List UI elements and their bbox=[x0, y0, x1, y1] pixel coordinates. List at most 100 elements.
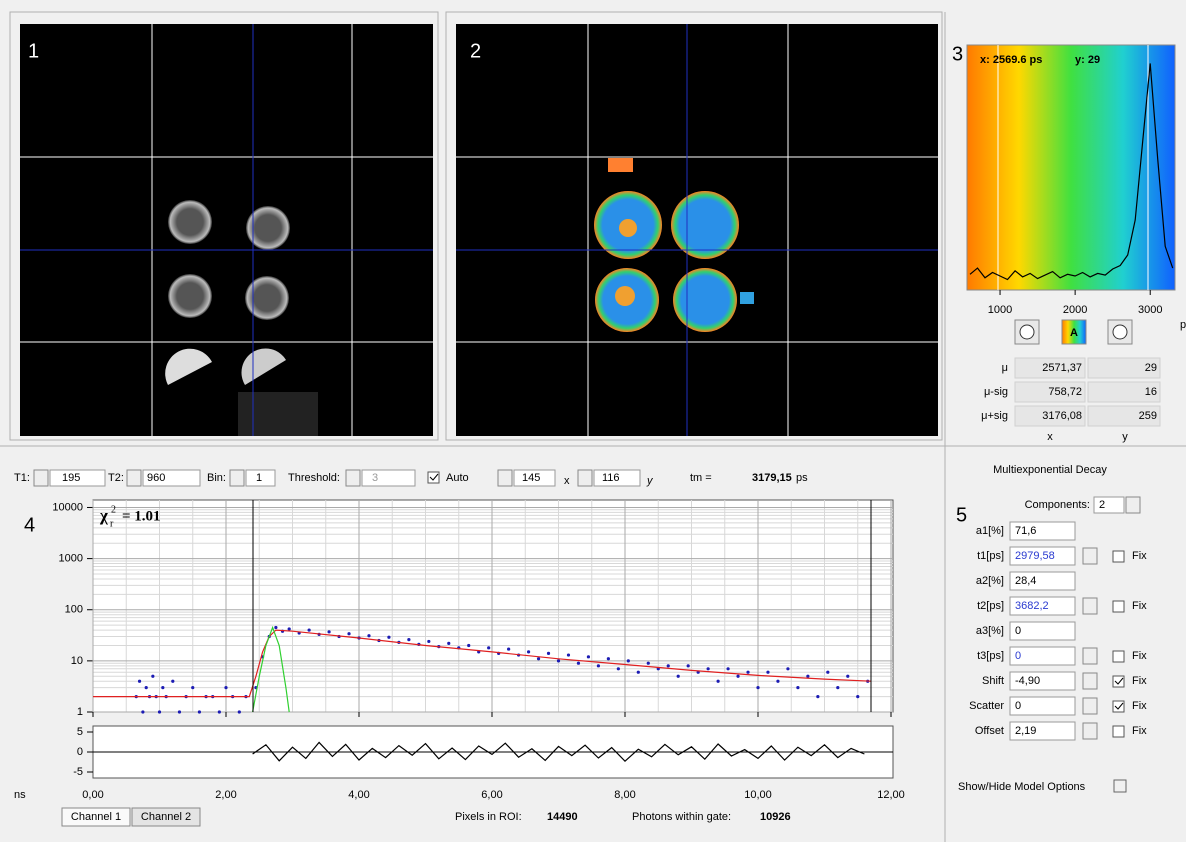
label: Components: bbox=[1025, 499, 1090, 511]
x-tick-label: 1000 bbox=[988, 304, 1012, 316]
data-point bbox=[536, 657, 541, 661]
data-line bbox=[252, 741, 865, 763]
data-point bbox=[846, 674, 850, 678]
input[interactable] bbox=[245, 469, 276, 487]
spinner[interactable] bbox=[497, 469, 513, 487]
spinner[interactable] bbox=[126, 469, 142, 487]
y-tick-label: 10000 bbox=[52, 501, 83, 513]
param-label: a1[%] bbox=[976, 525, 1004, 537]
spinner[interactable] bbox=[229, 469, 245, 487]
data-point bbox=[546, 651, 551, 655]
data-point bbox=[596, 664, 601, 668]
input[interactable] bbox=[142, 469, 201, 487]
spinner[interactable] bbox=[1125, 496, 1141, 514]
x-tick-label: 0,00 bbox=[82, 789, 103, 801]
param-input[interactable] bbox=[1009, 696, 1076, 716]
stat-cell bbox=[1087, 405, 1161, 427]
spinner[interactable] bbox=[1082, 547, 1098, 565]
panel-label: 3 bbox=[952, 43, 963, 65]
input[interactable] bbox=[361, 469, 416, 487]
checkbox[interactable] bbox=[1112, 550, 1125, 563]
data-point bbox=[636, 670, 640, 674]
param-value: -4,90 bbox=[1015, 675, 1040, 687]
data-point bbox=[666, 664, 670, 668]
tm-value: 3179,15 bbox=[752, 472, 792, 484]
fix-label: Fix bbox=[1132, 650, 1147, 662]
param-input[interactable] bbox=[1009, 596, 1076, 616]
input[interactable] bbox=[513, 469, 556, 487]
stat-value: 2571,37 bbox=[1042, 362, 1082, 374]
spinner[interactable] bbox=[1082, 697, 1098, 715]
stat-cell bbox=[1087, 381, 1161, 403]
y-tick-label: -5 bbox=[73, 766, 83, 778]
data-point bbox=[487, 646, 491, 650]
stat-value: 259 bbox=[1139, 410, 1157, 422]
spinner[interactable] bbox=[1082, 722, 1098, 740]
label: T2: bbox=[108, 472, 124, 484]
label: ps bbox=[796, 472, 808, 484]
spinner[interactable] bbox=[1082, 672, 1098, 690]
data-point bbox=[736, 674, 740, 678]
input[interactable] bbox=[49, 469, 106, 487]
checkbox[interactable] bbox=[1112, 725, 1125, 738]
param-input[interactable] bbox=[1009, 521, 1076, 541]
stat-value: 758,72 bbox=[1048, 386, 1082, 398]
input[interactable] bbox=[1093, 496, 1125, 514]
data-point bbox=[387, 635, 391, 639]
checkbox[interactable] bbox=[427, 471, 440, 484]
spinner[interactable] bbox=[1082, 597, 1098, 615]
stat-cell bbox=[1014, 381, 1086, 403]
tab[interactable] bbox=[131, 807, 201, 827]
x-tick-label: 2,00 bbox=[215, 789, 236, 801]
spinner[interactable] bbox=[577, 469, 593, 487]
checkbox[interactable] bbox=[1112, 700, 1125, 713]
data-point bbox=[586, 655, 591, 659]
zoom-buttons[interactable]: A bbox=[1014, 319, 1133, 345]
options-button[interactable] bbox=[1113, 779, 1127, 793]
data-point bbox=[217, 710, 221, 714]
panel-label: 4 bbox=[24, 514, 35, 536]
checkbox[interactable] bbox=[1112, 675, 1125, 688]
stat-value: 16 bbox=[1145, 386, 1157, 398]
data-point bbox=[566, 653, 571, 657]
data-point bbox=[796, 686, 800, 690]
label: tm = bbox=[690, 472, 712, 484]
checkbox[interactable] bbox=[1112, 650, 1125, 663]
chi-square: χ r 2 = 1.01 bbox=[99, 504, 161, 529]
y-tick-label: 100 bbox=[65, 604, 83, 616]
data-line bbox=[252, 625, 290, 713]
param-input[interactable] bbox=[1009, 721, 1076, 741]
tab-label: Channel 1 bbox=[71, 811, 121, 823]
checkbox[interactable] bbox=[1112, 600, 1125, 613]
spinner[interactable] bbox=[1082, 647, 1098, 665]
data-point bbox=[191, 686, 195, 690]
panel-label: 2 bbox=[470, 40, 481, 62]
input-value: 145 bbox=[522, 472, 540, 484]
fix-label: Fix bbox=[1132, 675, 1147, 687]
data-point bbox=[766, 670, 770, 674]
label: Photons within gate: bbox=[632, 811, 731, 823]
input[interactable] bbox=[593, 469, 641, 487]
param-input[interactable] bbox=[1009, 621, 1076, 641]
spinner[interactable] bbox=[33, 469, 49, 487]
spinner[interactable] bbox=[345, 469, 361, 487]
data-point bbox=[467, 643, 471, 648]
stat-value: 29 bbox=[1145, 362, 1157, 374]
param-value: 2,19 bbox=[1015, 725, 1036, 737]
auto-button[interactable] bbox=[1061, 319, 1087, 345]
y-tick-label: 10 bbox=[71, 655, 83, 667]
param-label: Offset bbox=[975, 725, 1004, 737]
param-input[interactable] bbox=[1009, 646, 1076, 666]
param-input[interactable] bbox=[1009, 546, 1076, 566]
tab[interactable] bbox=[61, 807, 131, 827]
input-value: 960 bbox=[147, 472, 165, 484]
decay-plot-area bbox=[92, 499, 894, 713]
data-point bbox=[606, 657, 610, 661]
x-tick-label: 2000 bbox=[1063, 304, 1087, 316]
x-tick-label: 12,00 bbox=[877, 789, 905, 801]
param-input[interactable] bbox=[1009, 571, 1076, 591]
param-input[interactable] bbox=[1009, 671, 1076, 691]
param-label: t3[ps] bbox=[977, 650, 1004, 662]
data-point bbox=[856, 695, 860, 699]
